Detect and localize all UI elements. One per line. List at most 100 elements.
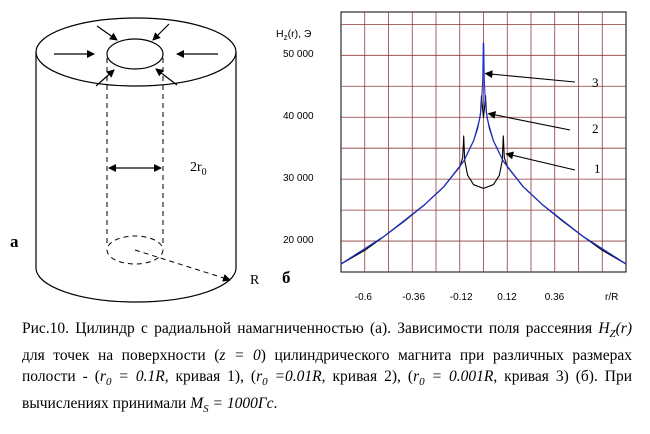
inner-bottom-ellipse	[106, 235, 164, 265]
series-point-1	[483, 188, 484, 189]
series-point-3	[473, 140, 475, 142]
diameter-label: 2r0	[190, 160, 207, 178]
caption-ms: MS = 1000Гс	[190, 395, 274, 416]
magnetization-arrow	[96, 25, 118, 41]
series-point-3	[423, 204, 425, 206]
chart-series	[340, 42, 627, 265]
x-tick-label: 0.12	[497, 292, 517, 303]
caption-ms-sub: S	[203, 403, 209, 416]
caption-r0-b-main: r	[256, 368, 263, 386]
caption-z-eq: z = 0	[219, 347, 261, 365]
x-axis-title: r/R	[605, 292, 619, 303]
annotation-arrow-3	[484, 70, 576, 83]
caption-r0-b-val: =0.01R	[267, 368, 322, 386]
magnetization-arrow	[95, 69, 115, 87]
caption-part: , кривая 3) (б). При вычислениях принима…	[22, 368, 632, 413]
caption-hz-main: H	[598, 320, 610, 337]
panel-b-label: б	[282, 268, 291, 287]
series-point-3	[582, 235, 583, 237]
caption-part: , кривая 1), (	[164, 368, 257, 386]
caption-ms-main: M	[190, 395, 204, 413]
chart-annotation-arrows: 3 2 1	[484, 70, 601, 176]
caption-r0-a-val: = 0.1R	[111, 368, 165, 386]
y-tick-label: 40 000	[283, 111, 314, 123]
y-tick-label: 20 000	[283, 235, 314, 247]
magnetization-arrow	[155, 68, 178, 86]
caption-part: для точек на поверхности (	[22, 347, 220, 365]
series-point-3	[481, 104, 482, 106]
series-point-3	[483, 61, 484, 62]
caption-part: ) цилиндрического магнита при различных …	[22, 347, 632, 386]
panel-a-label: а	[10, 232, 19, 251]
series-point-1	[503, 157, 505, 158]
caption-r0-c-sub: 0	[419, 376, 425, 389]
y-axis-title: Hz(r), Э	[276, 28, 311, 42]
series-point-1	[492, 184, 494, 186]
y-axis-title-rest: (r), Э	[287, 28, 312, 40]
magnetization-arrow	[152, 23, 170, 41]
series-point-3	[483, 42, 485, 44]
series-point-3	[502, 160, 504, 162]
x-tick-label: -0.12	[449, 292, 473, 303]
radius-label: R	[250, 273, 260, 288]
series-point-3	[485, 104, 486, 106]
series-point-1	[463, 135, 465, 137]
series-point-3	[443, 186, 445, 187]
inner-top-ellipse	[106, 38, 164, 70]
series-point-3	[542, 204, 544, 206]
caption-part: , кривая 2), (	[321, 368, 414, 386]
y-tick-label: 50 000	[283, 49, 314, 61]
series-point-3	[340, 263, 342, 265]
series-point-3	[482, 79, 484, 81]
outer-bottom-arc	[35, 267, 237, 303]
curve-label-3: 3	[592, 75, 599, 90]
series-point-3	[463, 160, 465, 162]
annotation-arrow-2	[487, 111, 571, 131]
series-point-2	[484, 107, 485, 109]
caption-r0-b-sub: 0	[262, 376, 268, 389]
series-point-2	[482, 107, 483, 109]
chart-grid	[340, 11, 627, 273]
series-point-1	[462, 157, 464, 158]
series-point-1	[467, 175, 469, 176]
series-point-3	[384, 235, 385, 237]
caption-ms-val: = 1000Гс	[208, 395, 274, 413]
series-point-3	[522, 186, 524, 187]
series-point-1	[473, 184, 475, 186]
y-tick-label: 30 000	[283, 173, 314, 185]
curve-label-2: 2	[592, 121, 599, 136]
caption-r0-c-val: = 0.001R	[424, 368, 494, 386]
x-tick-label: 0.36	[544, 292, 565, 303]
caption-r0-a-sub: 0	[105, 376, 112, 389]
radius-arrow	[134, 249, 231, 282]
y-axis-title-sub: z	[283, 33, 288, 43]
series-point-1	[364, 249, 366, 251]
x-tick-label: -0.36	[402, 292, 426, 303]
curve-label-1: 1	[594, 161, 601, 176]
x-tick-label: -0.6	[354, 292, 372, 303]
series-point-3	[492, 140, 494, 142]
diameter-label-sub: 0	[201, 166, 207, 178]
caption-r0-b: r0 =0.01R	[256, 368, 322, 389]
caption-hz-sub: Z	[609, 328, 616, 341]
y-axis-title-main: H	[276, 28, 284, 40]
caption-r0-c: r0 = 0.001R	[413, 368, 494, 389]
caption-r0-a: r0 = 0.1R	[99, 368, 165, 389]
caption-hz-arg: (r)	[615, 320, 632, 337]
series-point-3	[487, 119, 488, 121]
annotation-arrow-1	[505, 151, 576, 171]
diameter-label-main: 2r	[190, 160, 202, 175]
caption-r0-c-main: r	[413, 368, 420, 386]
series-point-1	[498, 175, 500, 176]
series-point-1	[601, 249, 603, 251]
series-point-3	[479, 119, 480, 121]
series-point-2	[483, 116, 484, 118]
figure-caption: Рис.10. Цилиндр с радиальной намагниченн…	[22, 318, 632, 420]
series-point-3	[483, 79, 485, 81]
series-point-1	[502, 135, 504, 137]
caption-hz: HZ(r)	[598, 320, 632, 341]
caption-part: .	[273, 395, 278, 413]
caption-r0-a-main: r	[99, 368, 106, 386]
